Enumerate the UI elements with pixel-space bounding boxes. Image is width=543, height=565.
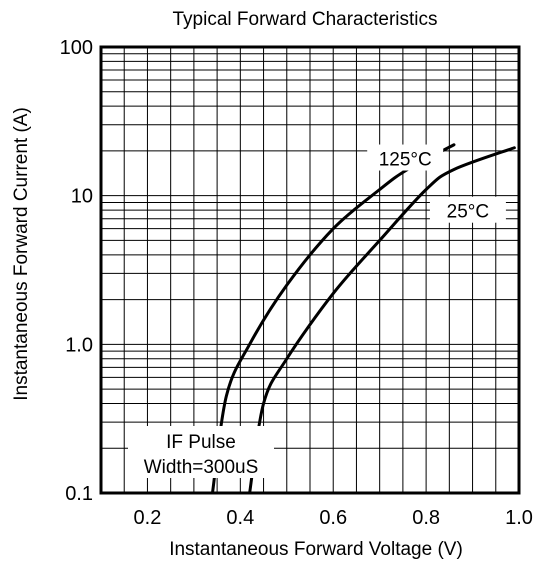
curve-label-125c: 125°C <box>379 150 432 171</box>
y-tick-label: 10 <box>71 186 93 208</box>
pulse-note-line2: Width=300uS <box>144 457 259 478</box>
chart-title: Typical Forward Characteristics <box>172 9 437 30</box>
y-tick-labels: 0.1 1.0 10 100 <box>60 37 93 505</box>
pulse-note-line1: IF Pulse <box>166 432 236 453</box>
x-tick-label: 0.8 <box>412 507 440 529</box>
pulse-note: IF Pulse Width=300uS <box>128 426 274 478</box>
y-axis-label: Instantaneous Forward Current (A) <box>11 107 32 401</box>
x-tick-label: 0.2 <box>134 507 162 529</box>
x-tick-labels: 0.2 0.4 0.6 0.8 1.0 <box>134 507 533 529</box>
x-tick-label: 0.4 <box>226 507 254 529</box>
y-tick-label: 100 <box>60 37 93 59</box>
y-tick-label: 0.1 <box>65 483 93 505</box>
curve-label-25c: 25°C <box>447 202 489 223</box>
x-tick-label: 1.0 <box>505 507 533 529</box>
x-tick-label: 0.6 <box>319 507 347 529</box>
y-tick-label: 1.0 <box>65 334 93 356</box>
x-axis-label: Instantaneous Forward Voltage (V) <box>169 539 463 560</box>
